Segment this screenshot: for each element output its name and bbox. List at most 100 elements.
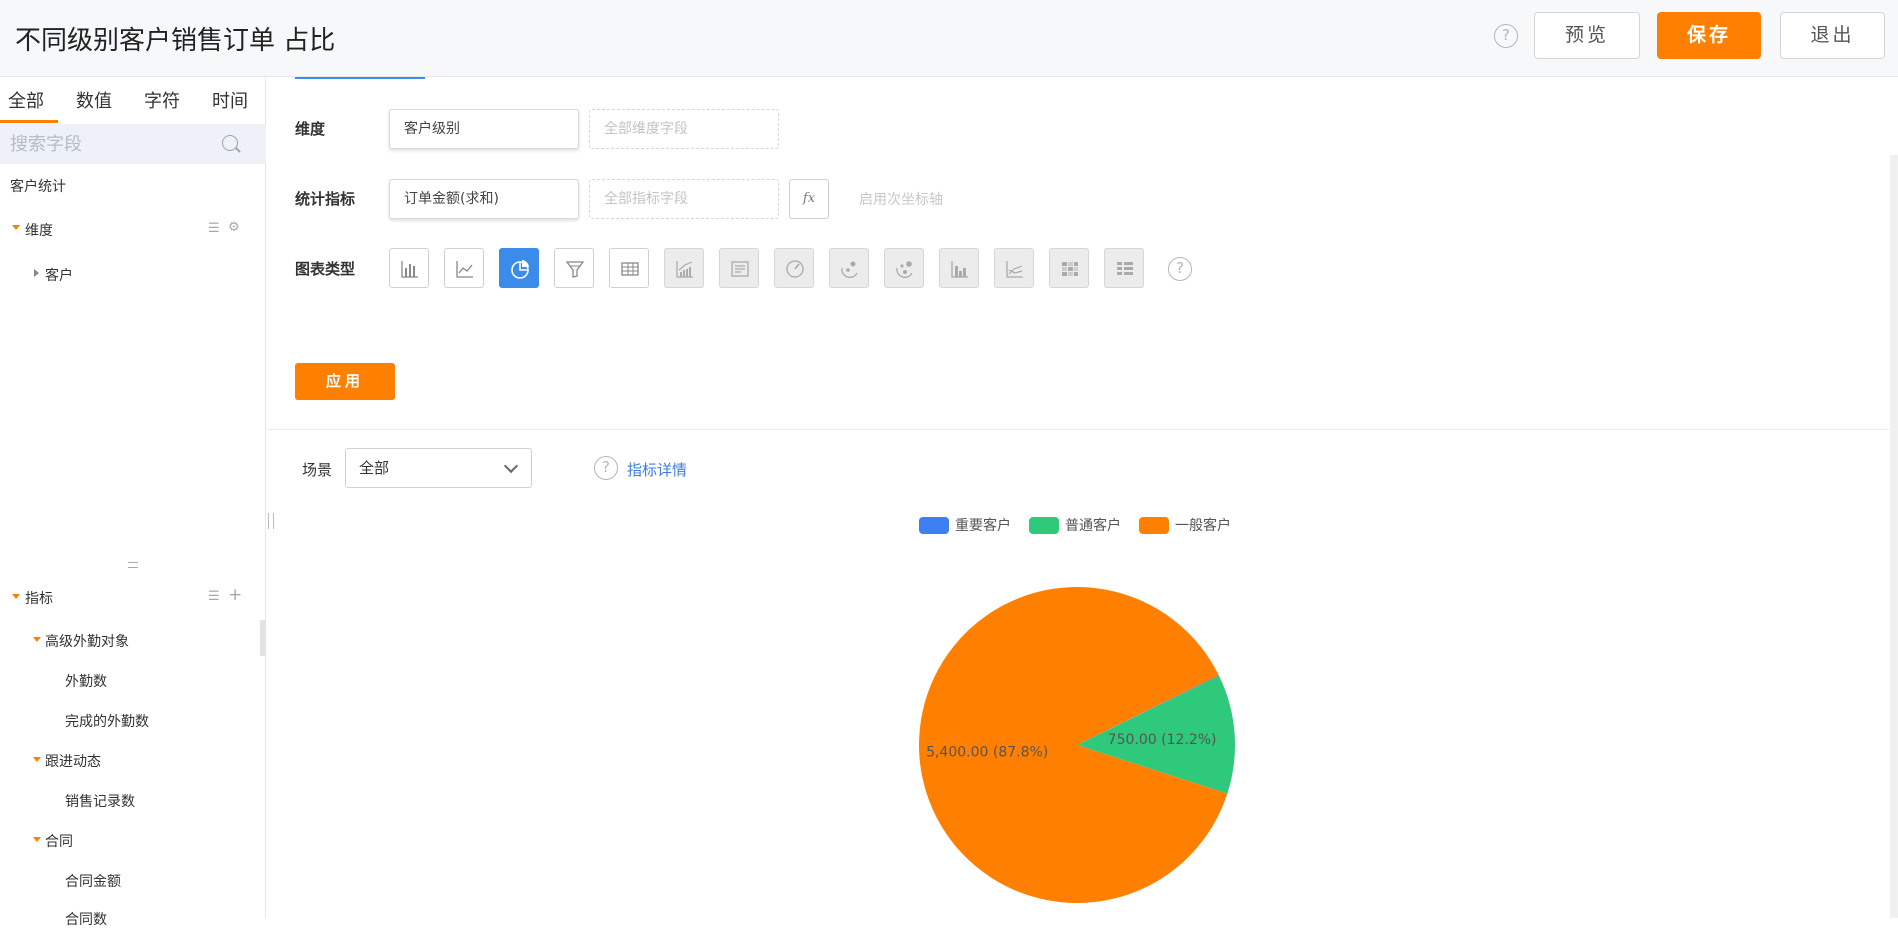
tree-item-contract-amount[interactable]: 合同金额 xyxy=(65,874,121,890)
caret-down-icon[interactable] xyxy=(12,225,20,230)
tree-group-field-visit[interactable]: 高级外勤对象 xyxy=(45,634,129,650)
chart-type-heatmap-button[interactable] xyxy=(1049,248,1089,288)
tree-item-contract-count[interactable]: 合同数 xyxy=(65,912,107,928)
gear-icon[interactable]: ⚙ xyxy=(228,220,240,235)
tab-numeric[interactable]: 数值 xyxy=(76,91,112,112)
caret-down-icon[interactable] xyxy=(33,757,41,762)
line-chart-icon xyxy=(456,261,473,278)
dimension-group-label[interactable]: 维度 xyxy=(25,223,53,239)
metric-detail-help-icon[interactable]: ? xyxy=(594,456,618,480)
tab-all[interactable]: 全部 xyxy=(8,91,44,112)
pie-data-label-2: 5,400.00 (87.8%) xyxy=(926,745,1048,761)
chart-type-table-button[interactable] xyxy=(609,248,649,288)
legend-label: 一般客户 xyxy=(1175,518,1231,534)
text-card-icon xyxy=(731,261,749,277)
caret-right-icon[interactable] xyxy=(34,269,39,277)
legend-swatch xyxy=(1029,517,1059,534)
chart-type-bubble-button[interactable] xyxy=(884,248,924,288)
grouped-bar-icon xyxy=(951,261,968,278)
chart-type-scatter-button[interactable] xyxy=(829,248,869,288)
scene-select-value: 全部 xyxy=(359,459,390,477)
dimension-label: 维度 xyxy=(295,120,326,138)
legend-swatch xyxy=(919,517,949,534)
chart-type-help-icon[interactable]: ? xyxy=(1168,257,1192,281)
chart-type-text-card-button[interactable] xyxy=(719,248,759,288)
formula-button[interactable]: fx xyxy=(789,179,829,219)
metric-detail-link[interactable]: 指标详情 xyxy=(627,461,688,479)
exit-button[interactable]: 退出 xyxy=(1780,12,1885,59)
field-sidebar: 全部 数值 字符 时间 客户统计 维度 ☰ ⚙ 客户 指标 ☰ + 高级外勤对象… xyxy=(0,77,266,928)
secondary-axis-toggle[interactable]: 启用次坐标轴 xyxy=(859,192,943,208)
chart-type-pivot-table-button[interactable] xyxy=(1104,248,1144,288)
pie-slice-0[interactable] xyxy=(1077,675,1220,745)
chart-type-multi-line-button[interactable] xyxy=(994,248,1034,288)
section-divider xyxy=(267,429,1898,430)
pivot-table-icon xyxy=(1117,262,1133,275)
search-icon[interactable] xyxy=(222,135,238,151)
sidebar-collapse-handle[interactable] xyxy=(268,513,274,529)
heatmap-icon xyxy=(1062,262,1078,276)
caret-down-icon[interactable] xyxy=(12,594,20,599)
chart-type-gauge-button[interactable] xyxy=(774,248,814,288)
sidebar-scrollbar[interactable] xyxy=(260,620,266,656)
chart-type-bar-button[interactable] xyxy=(389,248,429,288)
apply-button[interactable]: 应用 xyxy=(295,363,395,400)
chart-type-line-button[interactable] xyxy=(444,248,484,288)
scatter-icon xyxy=(841,261,858,278)
pie-chart: 750.00 (12.2%) 5,400.00 (87.8%) xyxy=(919,587,1235,903)
chart-type-combo-bar-button[interactable] xyxy=(939,248,979,288)
add-icon[interactable]: + xyxy=(228,585,243,605)
header-bar: 不同级别客户销售订单 占比 ? 预览 保存 退出 xyxy=(0,0,1898,77)
caret-down-icon[interactable] xyxy=(33,837,41,842)
tree-item-completed-visit-count[interactable]: 完成的外勤数 xyxy=(65,714,149,730)
preview-button[interactable]: 预览 xyxy=(1534,12,1640,59)
chart-type-stacked-area-button[interactable] xyxy=(664,248,704,288)
source-name: 客户统计 xyxy=(10,179,66,195)
field-type-tabs: 全部 数值 字符 时间 xyxy=(0,77,266,123)
tab-string[interactable]: 字符 xyxy=(144,91,180,112)
stacked-bar-line-icon xyxy=(676,261,693,278)
save-button[interactable]: 保存 xyxy=(1657,12,1761,59)
search-input[interactable] xyxy=(10,130,210,158)
metric-group-label[interactable]: 指标 xyxy=(25,591,53,607)
tree-item-customer[interactable]: 客户 xyxy=(45,268,73,284)
legend-label: 普通客户 xyxy=(1065,518,1121,534)
chart-config-panel: 维度 客户级别 全部维度字段 统计指标 订单金额(求和) 全部指标字段 fx 启… xyxy=(267,77,1898,918)
tab-time[interactable]: 时间 xyxy=(212,91,248,112)
active-section-indicator xyxy=(295,77,425,79)
dimension-drop-zone[interactable]: 全部维度字段 xyxy=(589,109,779,149)
sort-icon[interactable]: ☰ xyxy=(208,589,220,604)
legend-label: 重要客户 xyxy=(955,518,1011,534)
funnel-icon xyxy=(565,261,585,278)
help-icon[interactable]: ? xyxy=(1494,24,1518,48)
tree-group-contract[interactable]: 合同 xyxy=(45,834,73,850)
pie-slice-2[interactable] xyxy=(919,587,1228,903)
sort-icon[interactable]: ☰ xyxy=(208,221,220,236)
tree-item-visit-count[interactable]: 外勤数 xyxy=(65,674,107,690)
multi-line-icon xyxy=(1006,261,1023,278)
bubble-icon xyxy=(896,261,913,278)
pie-data-label-1: 750.00 (12.2%) xyxy=(1108,732,1217,748)
scene-label: 场景 xyxy=(302,461,333,479)
main-scrollbar[interactable] xyxy=(1890,155,1898,918)
page-title: 不同级别客户销售订单 占比 xyxy=(15,26,336,56)
metric-drop-zone[interactable]: 全部指标字段 xyxy=(589,179,779,219)
chart-type-label: 图表类型 xyxy=(295,260,356,278)
caret-down-icon[interactable] xyxy=(33,637,41,642)
chart-type-funnel-button[interactable] xyxy=(554,248,594,288)
metric-label: 统计指标 xyxy=(295,190,356,208)
metric-field-chip[interactable]: 订单金额(求和) xyxy=(389,179,579,219)
table-icon xyxy=(621,262,639,276)
dimension-field-chip[interactable]: 客户级别 xyxy=(389,109,579,149)
tree-group-follow-up[interactable]: 跟进动态 xyxy=(45,754,101,770)
panel-splitter-handle[interactable] xyxy=(128,562,138,568)
field-search xyxy=(0,124,266,164)
legend-swatch xyxy=(1139,517,1169,534)
bar-chart-icon xyxy=(401,261,418,278)
pie-slice-1[interactable] xyxy=(1077,675,1235,794)
active-tab-indicator xyxy=(0,120,58,123)
tree-item-sales-record-count[interactable]: 销售记录数 xyxy=(65,794,135,810)
chart-type-pie-button[interactable] xyxy=(499,248,539,288)
scene-select[interactable]: 全部 xyxy=(345,448,532,488)
pie-chart-icon xyxy=(511,260,529,279)
